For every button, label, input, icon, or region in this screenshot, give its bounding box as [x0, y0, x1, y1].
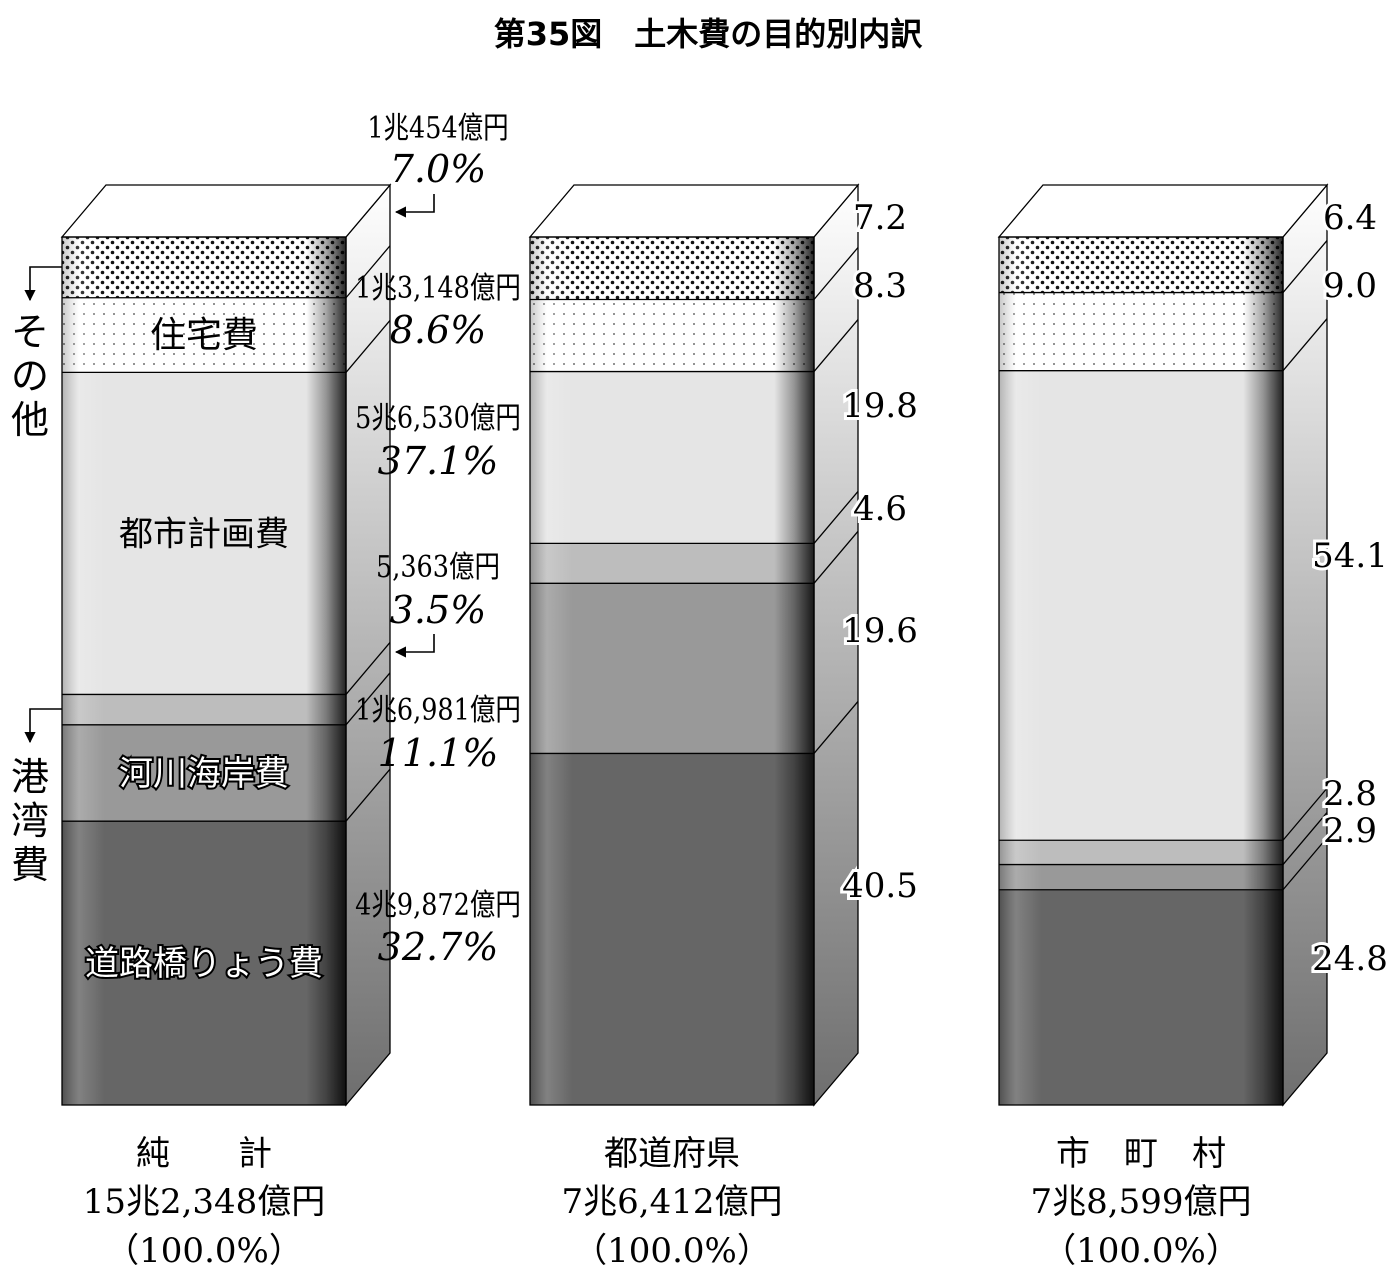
amount-label-other: 1兆454億円: [367, 110, 508, 146]
inside-label-urban: 都市計画費: [119, 514, 289, 554]
bar-shading: [999, 237, 1283, 1105]
side-divider: [345, 642, 391, 695]
side-divider: [1282, 837, 1328, 891]
bar-total: [60, 183, 392, 1107]
side-divider: [1282, 318, 1328, 372]
side-divider: [1282, 787, 1328, 841]
bars-layer: [60, 183, 1329, 1107]
inside-label-housing: 住宅費: [150, 315, 258, 356]
total-label-municipal: 7兆8,599億円: [1031, 1182, 1252, 1222]
side-divider: [813, 247, 859, 300]
value-label-port-municipal: 2.8: [1323, 774, 1377, 814]
side-label-port-char: 費: [11, 843, 49, 887]
side-label-other-char: 他: [11, 398, 49, 442]
inside-label-river: 河川海岸費: [119, 754, 289, 794]
bar-outline: [529, 236, 815, 1106]
side-divider: [1282, 812, 1328, 865]
side-label-port-char: 湾: [11, 799, 49, 843]
bar-shading: [530, 237, 814, 1105]
side-divider: [345, 672, 391, 726]
bar-shading: [62, 237, 346, 1105]
value-label-urban-prefecture: 19.8: [842, 386, 918, 426]
value-label-road-prefecture: 40.5: [842, 866, 918, 906]
amount-label-port: 5,363億円: [376, 549, 500, 585]
value-label-road-municipal: 24.8: [1312, 939, 1388, 979]
bar-top-face: [60, 184, 392, 238]
pct-label-housing: 8.6%: [390, 308, 487, 352]
side-divider: [1282, 240, 1328, 293]
value-label-housing-prefecture: 8.3: [853, 266, 907, 306]
side-divider: [345, 319, 391, 373]
bar-municipal: [997, 183, 1329, 1107]
value-label-urban-municipal: 54.1: [1312, 536, 1388, 576]
amount-label-urban: 5兆6,530億円: [355, 400, 521, 436]
bar-outline: [61, 236, 347, 1106]
total-pct-total: （100.0%）: [105, 1231, 303, 1271]
total-label-total: 15兆2,348億円: [83, 1182, 326, 1222]
arrow-port: [394, 634, 435, 658]
side-label-other-char: そ: [11, 310, 49, 354]
amount-label-road: 4兆9,872億円: [355, 887, 521, 923]
amount-label-housing: 1兆3,148億円: [355, 270, 521, 306]
pct-label-other: 7.0%: [390, 147, 487, 191]
value-label-port-prefecture: 4.6: [853, 489, 907, 529]
side-divider: [345, 245, 391, 299]
category-label-municipal: 市 町 村: [1056, 1134, 1226, 1174]
value-label-other-prefecture: 7.2: [853, 198, 907, 238]
value-label-housing-municipal: 9.0: [1323, 266, 1377, 306]
total-pct-municipal: （100.0%）: [1042, 1231, 1240, 1271]
category-label-prefecture: 都道府県: [604, 1134, 740, 1174]
bar-prefecture: [528, 183, 860, 1107]
total-label-prefecture: 7兆6,412億円: [562, 1182, 783, 1222]
side-label-other-char: の: [11, 354, 49, 398]
arrow-side-port: [24, 708, 62, 744]
pct-label-road: 32.7%: [378, 925, 499, 969]
total-pct-prefecture: （100.0%）: [573, 1231, 771, 1271]
chart-title: 第35図 土木費の目的別内訳: [494, 15, 924, 53]
value-label-river-municipal: 2.9: [1323, 811, 1377, 851]
pct-label-urban: 37.1%: [378, 439, 499, 483]
bar-top-face: [997, 184, 1329, 238]
side-divider: [813, 701, 859, 754]
pct-label-port: 3.5%: [390, 588, 487, 632]
value-label-river-prefecture: 19.6: [842, 611, 918, 651]
arrow-side-other: [24, 266, 62, 302]
amount-label-river: 1兆6,981億円: [355, 692, 521, 728]
arrow-other: [394, 194, 435, 218]
side-divider: [345, 768, 391, 822]
side-divider: [813, 530, 859, 584]
category-label-total: 純 計: [136, 1134, 272, 1174]
inside-label-road: 道路橋りょう費: [85, 944, 323, 984]
side-label-port-char: 港: [11, 755, 49, 799]
side-divider: [813, 319, 859, 372]
value-label-other-municipal: 6.4: [1323, 198, 1377, 238]
side-divider: [813, 490, 859, 544]
pct-label-river: 11.1%: [378, 731, 499, 775]
bar-top-face: [528, 184, 860, 238]
labels-layer: 純 計 15兆2,348億円 （100.0%） 都道府県 7兆6,412億円 （100.0…: [11, 110, 1391, 1271]
bar-outline: [998, 236, 1284, 1106]
